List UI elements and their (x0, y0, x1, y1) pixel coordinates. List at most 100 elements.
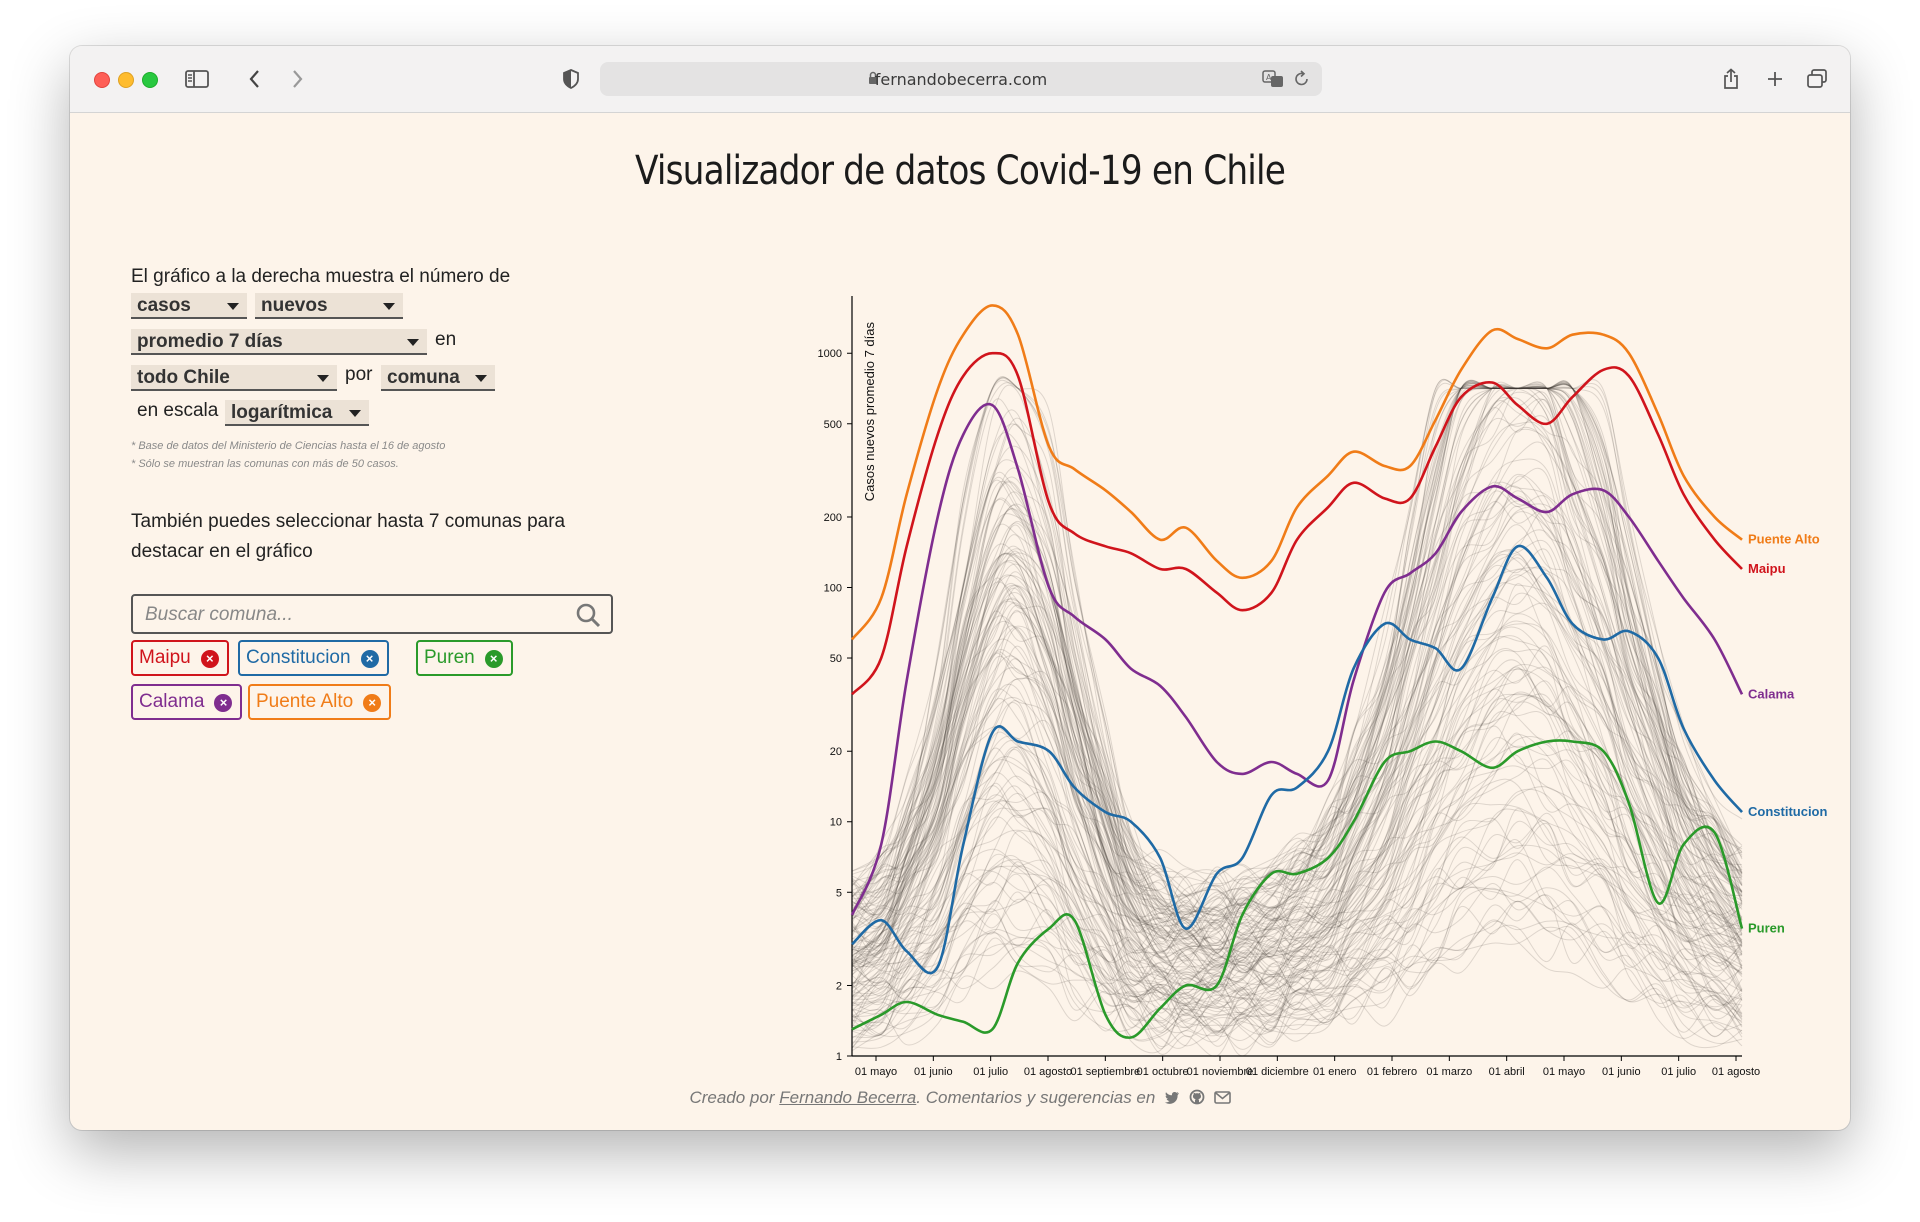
github-icon[interactable] (1189, 1089, 1205, 1110)
twitter-icon[interactable] (1164, 1090, 1180, 1110)
background-commune-line (851, 379, 1743, 954)
background-commune-line (851, 819, 1743, 1037)
background-commune-line (851, 836, 1743, 1035)
background-commune-line (851, 398, 1743, 961)
data-source-note: * Base de datos del Ministerio de Cienci… (131, 440, 446, 452)
background-commune-line (851, 635, 1743, 1006)
commune-tag[interactable]: Puren × (416, 640, 513, 676)
privacy-shield-icon[interactable] (556, 64, 586, 94)
background-commune-line (851, 623, 1743, 985)
remove-tag-icon[interactable]: × (360, 650, 379, 668)
page-title: Visualizador de datos Covid-19 en Chile (635, 148, 1286, 194)
background-commune-line (851, 691, 1743, 1001)
x-tick-label: 01 junio (914, 1066, 953, 1078)
y-tick-label: 5 (836, 887, 842, 899)
background-commune-line (851, 625, 1743, 989)
background-commune-line (851, 620, 1743, 1003)
background-commune-line (851, 754, 1743, 1011)
series-label: Maipu (1748, 561, 1786, 576)
background-commune-line (851, 383, 1743, 925)
author-link[interactable]: Fernando Becerra (779, 1088, 917, 1107)
background-commune-line (851, 381, 1743, 928)
background-commune-line (851, 511, 1743, 969)
level-value: comuna (387, 367, 460, 388)
chart-area: 1 2 5 10 20 50 100 200 500 1000 Casos nuevos prome… (720, 112, 1850, 1130)
scale-dropdown[interactable]: logarítmica (225, 400, 369, 426)
background-commune-line (851, 626, 1743, 996)
background-commune-line (851, 396, 1743, 966)
share-icon[interactable] (1716, 64, 1746, 94)
new-tab-icon[interactable] (1760, 64, 1790, 94)
background-commune-line (851, 651, 1743, 990)
background-commune-line (851, 812, 1743, 1034)
region-dropdown[interactable]: todo Chile (131, 365, 337, 391)
background-commune-line (851, 574, 1743, 999)
background-commune-line (851, 415, 1743, 968)
background-commune-line (851, 524, 1743, 956)
close-window-button[interactable] (94, 72, 110, 88)
zoom-window-button[interactable] (142, 72, 158, 88)
y-tick-label: 10 (830, 817, 842, 829)
kind-dropdown[interactable]: nuevos (255, 293, 403, 319)
commune-tag[interactable]: Constitucion × (238, 640, 389, 676)
x-tick-label: 01 julio (973, 1066, 1008, 1078)
average-dropdown[interactable]: promedio 7 días (131, 329, 427, 355)
region-value: todo Chile (137, 367, 230, 388)
translate-icon[interactable]: A (1262, 70, 1284, 93)
series-label: Puente Alto (1748, 532, 1820, 547)
x-tick-label: 01 octubre (1137, 1066, 1189, 1078)
background-commune-line (851, 838, 1743, 1038)
background-commune-line (851, 467, 1743, 953)
commune-tag[interactable]: Puente Alto × (248, 684, 392, 720)
x-tick-label: 01 agosto (1712, 1066, 1760, 1078)
chevron-down-icon (317, 375, 329, 382)
background-commune-line (851, 385, 1743, 947)
y-tick-label: 500 (824, 419, 842, 431)
forward-icon[interactable] (282, 64, 312, 94)
background-commune-line (851, 659, 1743, 973)
level-dropdown[interactable]: comuna (381, 365, 495, 391)
svg-text:A: A (1266, 73, 1272, 82)
commune-tag[interactable]: Calama × (131, 684, 243, 720)
search-icon[interactable] (575, 602, 601, 633)
background-commune-line (851, 758, 1743, 1017)
filter-note: * Sólo se muestran las comunas con más d… (131, 458, 399, 470)
remove-tag-icon[interactable]: × (200, 650, 219, 668)
series-line-puente-alto (850, 304, 1743, 641)
remove-tag-icon[interactable]: × (363, 694, 382, 712)
tab-overview-icon[interactable] (1802, 64, 1832, 94)
sidebar-icon[interactable] (182, 64, 212, 94)
background-commune-line (851, 481, 1743, 981)
scale-value: logarítmica (231, 402, 333, 423)
remove-tag-icon[interactable]: × (214, 694, 233, 712)
background-commune-line (851, 788, 1743, 1033)
back-icon[interactable] (240, 64, 270, 94)
email-icon[interactable] (1213, 1089, 1231, 1109)
series-label: Constitucion (1748, 804, 1827, 819)
minimize-window-button[interactable] (118, 72, 134, 88)
background-commune-line (851, 554, 1743, 974)
background-commune-line (851, 398, 1743, 963)
commune-tag-label: Puente Alto (256, 691, 354, 712)
metric-dropdown[interactable]: casos (131, 293, 247, 319)
chevron-down-icon (349, 410, 361, 417)
y-tick-label: 50 (830, 653, 842, 665)
background-commune-line (851, 549, 1743, 964)
background-commune-line (851, 583, 1743, 989)
background-commune-line (851, 383, 1743, 917)
background-commune-line (851, 786, 1743, 1031)
background-commune-line (851, 666, 1743, 1017)
average-value: promedio 7 días (137, 331, 283, 352)
background-commune-line (851, 883, 1743, 1050)
reload-icon[interactable] (1294, 70, 1310, 93)
address-bar[interactable]: fernandobecerra.com A (600, 62, 1322, 96)
background-commune-line (851, 565, 1743, 967)
background-commune-line (851, 383, 1743, 951)
background-commune-line (851, 765, 1743, 1021)
metric-value: casos (137, 295, 191, 316)
background-commune-line (851, 426, 1743, 941)
commune-tag[interactable]: Maipu × (131, 640, 229, 676)
x-tick-label: 01 junio (1602, 1066, 1641, 1078)
remove-tag-icon[interactable]: × (484, 650, 503, 668)
commune-search-input[interactable]: Buscar comuna... (131, 594, 613, 634)
